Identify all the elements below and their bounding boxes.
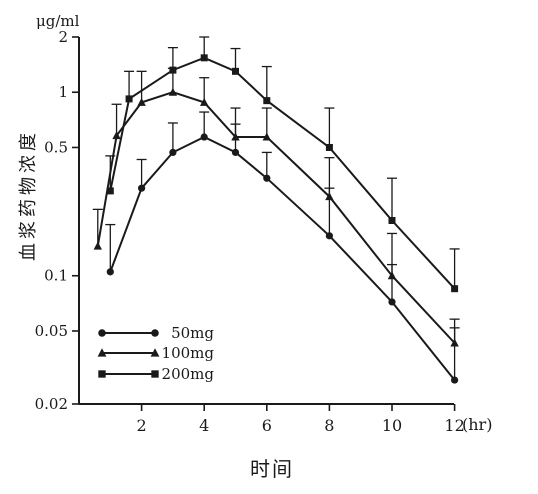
- legend-label-100mg: 100mg: [162, 344, 215, 362]
- series-line-100mg: [96, 91, 456, 344]
- data-point-50mg: [263, 174, 271, 182]
- legend-marker-100mg: [97, 348, 107, 357]
- data-point-200mg: [125, 95, 133, 103]
- legend-marker-200mg: [151, 370, 159, 378]
- y-axis-label: 血浆药物浓度: [18, 129, 39, 261]
- y-tick-label: 0.1: [44, 267, 68, 285]
- data-point-50mg: [451, 376, 459, 384]
- x-tick-label: 8: [324, 416, 334, 435]
- y-tick-label: 0.02: [35, 395, 68, 413]
- data-point-200mg: [232, 67, 239, 75]
- x-tick-label: 2: [137, 416, 147, 435]
- data-point-50mg: [388, 298, 396, 306]
- data-point-50mg: [200, 133, 208, 141]
- data-point-50mg: [106, 268, 114, 276]
- x-tick-label: 10: [382, 416, 402, 435]
- data-point-200mg: [200, 54, 208, 62]
- data-point-200mg: [169, 66, 177, 74]
- series-line-200mg: [109, 56, 456, 290]
- data-point-100mg: [137, 97, 146, 106]
- data-point-50mg: [138, 184, 146, 192]
- data-point-200mg: [325, 143, 333, 151]
- data-point-100mg: [450, 338, 459, 347]
- data-point-100mg: [325, 192, 334, 201]
- axis-ticks: 2 4 6 8 10 120.020.050.10.512: [35, 28, 465, 435]
- data-point-100mg: [262, 132, 271, 141]
- legend-marker-100mg: [150, 348, 160, 357]
- data-markers: [93, 54, 459, 384]
- data-point-100mg: [231, 132, 240, 141]
- data-point-50mg: [325, 232, 333, 240]
- data-point-50mg: [231, 148, 240, 157]
- data-point-100mg: [112, 131, 121, 140]
- y-unit-label: μg/ml: [36, 12, 80, 30]
- data-point-200mg: [106, 187, 114, 195]
- data-point-200mg: [263, 97, 271, 105]
- y-axis-label-text: 血浆药物浓度: [18, 129, 39, 261]
- series-lines: [96, 56, 456, 381]
- data-point-100mg: [387, 271, 397, 280]
- data-point-200mg: [451, 285, 459, 293]
- legend-label-50mg: 50mg: [171, 324, 214, 342]
- y-tick-label: 2: [58, 28, 68, 46]
- x-unit-label: (hr): [462, 415, 492, 434]
- x-tick-label: 12: [444, 416, 464, 435]
- legend-marker-200mg: [98, 370, 106, 378]
- x-tick-label: 6: [262, 416, 272, 435]
- data-point-100mg: [93, 241, 102, 250]
- x-tick-label: 4: [199, 416, 209, 435]
- data-point-100mg: [200, 97, 209, 106]
- x-axis-label: 时间: [250, 457, 294, 481]
- legend: 50mg 100mg 200mg: [97, 324, 215, 383]
- error-bars: [92, 36, 460, 381]
- y-tick-label: 1: [58, 83, 68, 101]
- data-point-50mg: [169, 148, 177, 157]
- data-point-200mg: [388, 217, 396, 224]
- y-tick-label: 0.05: [35, 322, 68, 340]
- legend-label-200mg: 200mg: [162, 365, 215, 383]
- y-tick-label: 0.5: [44, 138, 68, 156]
- legend-marker-50mg: [151, 329, 159, 337]
- legend-marker-50mg: [98, 329, 106, 337]
- data-point-100mg: [168, 87, 178, 96]
